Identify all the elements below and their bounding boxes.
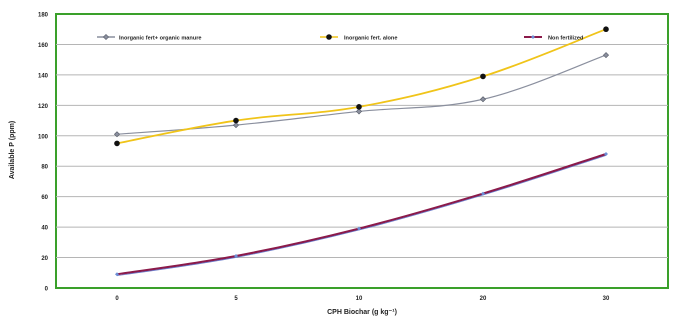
data-point [481,191,485,196]
series-2 [114,26,609,147]
data-point [355,108,363,115]
data-point [356,104,362,110]
y-axis-ticks: 0 20 40 60 80 100 120 140 160 180 [38,13,49,293]
x-tick-label: 20 [480,296,487,302]
data-point [480,73,486,80]
data-point [531,35,535,39]
y-tick-label: 140 [38,73,49,79]
legend-item: Inorganic fert. alone [320,34,397,41]
data-point [357,226,361,231]
legend-label: Non fertilized [548,35,584,41]
y-tick-label: 20 [41,256,48,262]
legend-item: Inorganic fert+ organic manure [97,33,202,41]
chart-frame [55,13,669,289]
data-point [326,34,332,40]
x-tick-label: 5 [234,296,238,302]
data-point [233,117,239,124]
data-point [604,152,608,157]
data-point [602,52,610,59]
x-axis-label: CPH Biochar (g kg⁻¹) [327,309,397,316]
data-point [102,33,110,41]
legend-label: Inorganic fert. alone [344,35,397,41]
legend-label: Inorganic fert+ organic manure [119,35,202,41]
x-tick-label: 0 [115,296,119,302]
data-point [234,254,238,259]
y-tick-label: 40 [41,226,48,232]
y-tick-label: 180 [38,13,49,19]
data-point [113,131,121,138]
y-tick-label: 100 [38,134,49,140]
data-point [115,272,119,277]
data-point [232,122,240,129]
series-1 [113,52,610,138]
x-tick-label: 30 [603,296,610,302]
legend-item: Non fertilized [524,35,584,41]
y-tick-label: 60 [41,195,48,201]
data-point [479,96,487,103]
x-axis-ticks: 0 5 10 20 30 [115,296,610,302]
y-tick-label: 80 [41,165,48,171]
series-3 [115,152,608,277]
data-point [114,140,120,147]
data-point [603,26,609,33]
y-tick-label: 0 [45,287,49,293]
y-tick-label: 120 [38,104,49,110]
y-tick-label: 160 [38,43,49,49]
series-layer [113,26,610,277]
y-axis-label: Available P (ppm) [9,121,16,179]
legend: Inorganic fert+ organic manure Inorganic … [97,33,584,41]
x-tick-label: 10 [356,296,363,302]
